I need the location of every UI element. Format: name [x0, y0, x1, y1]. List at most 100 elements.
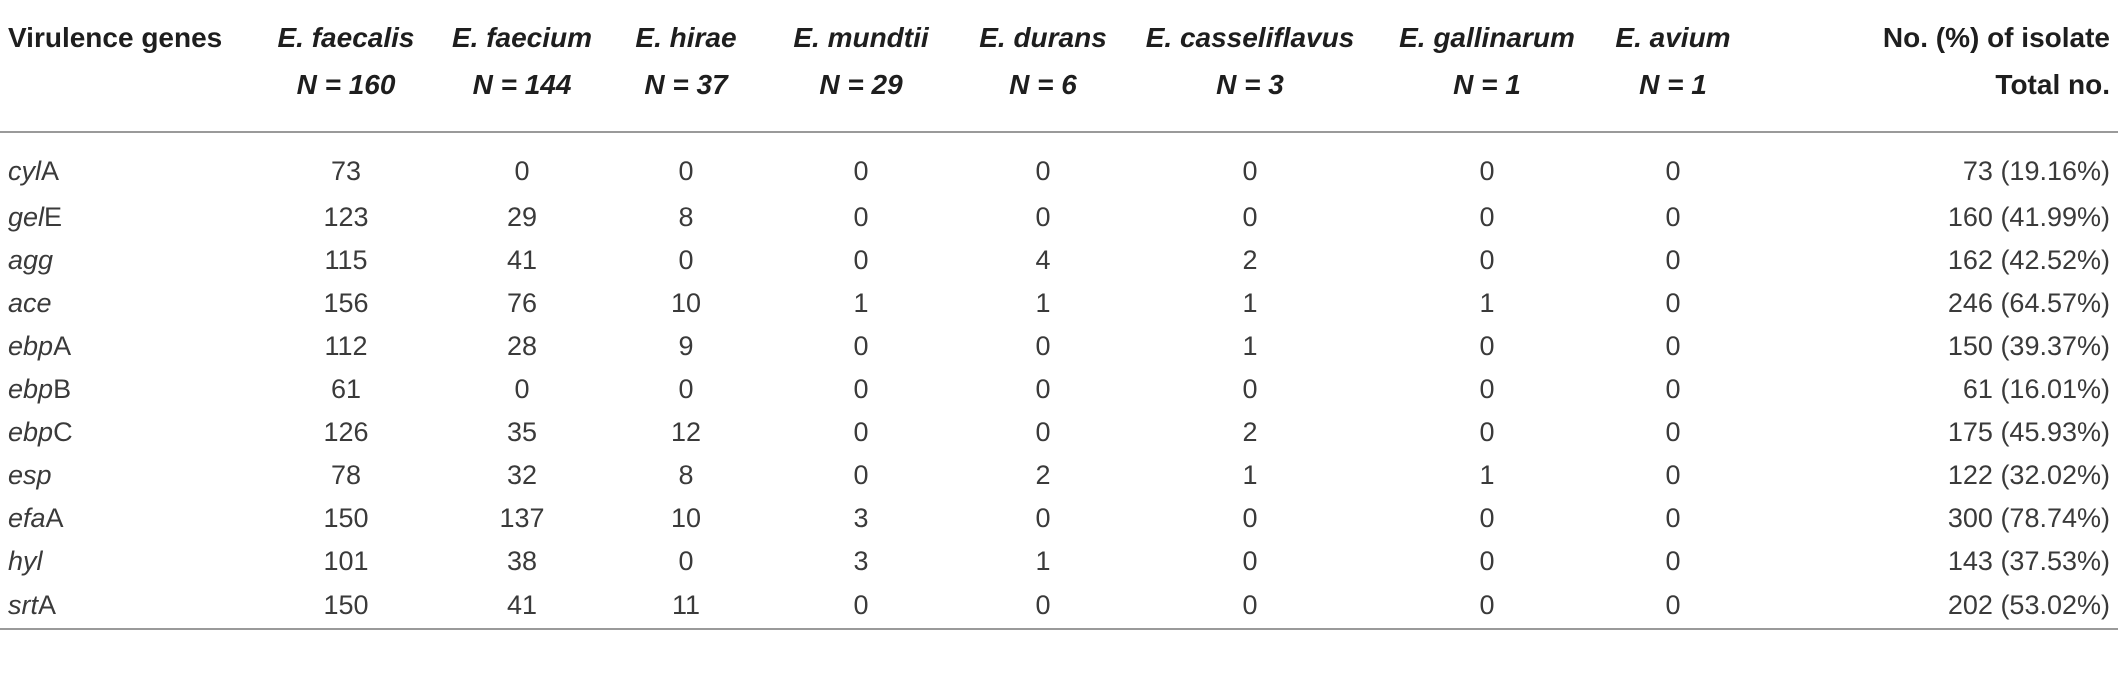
count-cell: 150 [260, 583, 432, 630]
count-cell: 38 [506, 546, 538, 576]
count-cell: 2 [1242, 417, 1258, 447]
count-cell: 0 [1665, 288, 1681, 318]
count-cell: 0 [1242, 546, 1258, 576]
header-cell: E. gallinarum [1399, 21, 1575, 53]
count-cell: 0 [853, 460, 869, 490]
count-cell: 0 [1035, 202, 1051, 232]
total-cell: 61 (16.01%) [1962, 374, 2110, 404]
count-cell: 0 [1242, 156, 1258, 186]
count-cell: 78 [330, 460, 362, 490]
gene-name-cell: srtA [0, 583, 260, 630]
table-row: ebpA 112 28 9 0 0 1 0 0 150 (39.37%) [0, 325, 2118, 368]
header-cell: E. faecium [451, 21, 593, 53]
count-cell: 2 [1035, 460, 1051, 490]
count-cell: 0 [1665, 156, 1681, 186]
count-cell: 0 [1035, 374, 1051, 404]
table-header: Virulence genes E. faecalis E. faecium E… [0, 8, 2118, 133]
count-cell: 0 [1479, 156, 1495, 186]
header-cell: E. casseliflavus [1145, 21, 1355, 53]
header-cell [0, 61, 260, 133]
count-cell: 0 [853, 417, 869, 447]
header-cell: Virulence genes [8, 21, 223, 53]
count-cell: 1 [1035, 288, 1051, 318]
count-cell: 0 [853, 156, 869, 186]
count-cell: 0 [1665, 503, 1681, 533]
count-cell: 0 [1479, 417, 1495, 447]
gene-name-italic: efa [8, 503, 46, 533]
count-cell: 123 [323, 202, 369, 232]
count-cell: 0 [962, 583, 1124, 630]
count-cell: 76 [506, 288, 538, 318]
count-cell: 0 [1665, 460, 1681, 490]
gene-name-suffix: A [38, 590, 57, 620]
header-cell: E. faecalis [277, 21, 415, 53]
count-cell: 0 [853, 202, 869, 232]
count-cell: 0 [514, 374, 530, 404]
table-row: ebpC 126 35 12 0 0 2 0 0 175 (45.93%) [0, 411, 2118, 454]
count-cell: 0 [1479, 546, 1495, 576]
header-cell: N = 37 [612, 61, 760, 133]
count-cell: 0 [1665, 202, 1681, 232]
count-cell: 41 [432, 583, 612, 630]
header-cell: No. (%) of isolate [1882, 21, 2110, 53]
count-cell: 0 [1124, 583, 1376, 630]
header-cell: N = 6 [962, 61, 1124, 133]
gene-name-italic: ace [8, 288, 52, 318]
gene-name-italic: hyl [8, 546, 43, 576]
count-cell: 0 [514, 156, 530, 186]
count-cell: 0 [853, 245, 869, 275]
count-cell: 115 [324, 245, 368, 275]
count-cell: 8 [678, 202, 694, 232]
header-cell: N = 144 [432, 61, 612, 133]
count-cell: 2 [1242, 245, 1258, 275]
count-cell: 0 [1479, 331, 1495, 361]
count-cell: 35 [506, 417, 538, 447]
count-cell: 1 [1242, 288, 1258, 318]
gene-name-suffix: C [53, 417, 73, 447]
count-cell: 0 [760, 583, 962, 630]
gene-name-italic: ebp [8, 417, 54, 447]
table-row: ace 156 76 10 1 1 1 1 0 246 (64.57%) [0, 282, 2118, 325]
count-cell: 137 [499, 503, 545, 533]
gene-name-suffix: A [41, 156, 60, 186]
count-cell: 8 [678, 460, 694, 490]
header-cell: E. mundtii [793, 21, 929, 53]
count-cell: 0 [853, 374, 869, 404]
count-cell: 1 [1242, 331, 1258, 361]
count-cell: 1 [1479, 288, 1495, 318]
count-cell: 0 [1242, 503, 1258, 533]
count-cell: 0 [1376, 583, 1598, 630]
gene-name-cell: ebpC [0, 411, 260, 454]
header-cell: N = 1 [1598, 61, 1748, 133]
count-cell: 1 [1479, 460, 1495, 490]
header-cell: E. hirae [635, 21, 737, 53]
header-cell: N = 1 [1376, 61, 1598, 133]
count-cell: 0 [1665, 546, 1681, 576]
gene-name-italic: cyl [8, 156, 41, 186]
table-row: cylA 73 0 0 0 0 0 0 0 73 (19.16%) [0, 132, 2118, 196]
count-cell: 156 [323, 288, 369, 318]
count-cell: 0 [1035, 331, 1051, 361]
table-row: agg 115 41 0 0 4 2 0 0 162 (42.52%) [0, 239, 2118, 282]
count-cell: 0 [1598, 583, 1748, 630]
gene-name-cell: efaA [0, 497, 260, 540]
count-cell: 0 [1035, 156, 1051, 186]
count-cell: 0 [678, 374, 694, 404]
count-cell: 9 [678, 331, 694, 361]
count-cell: 0 [1035, 503, 1051, 533]
count-cell: 0 [1665, 331, 1681, 361]
count-cell: 0 [1035, 417, 1051, 447]
gene-name-suffix: E [44, 202, 63, 232]
total-cell: 246 (64.57%) [1947, 288, 2110, 318]
gene-name-italic: agg [8, 245, 54, 275]
table-row: esp 78 32 8 0 2 1 1 0 122 (32.02%) [0, 454, 2118, 497]
count-cell: 101 [323, 546, 369, 576]
count-cell: 0 [678, 245, 694, 275]
count-cell: 0 [678, 546, 694, 576]
header-cell: E. durans [979, 21, 1107, 53]
count-cell: 10 [670, 288, 702, 318]
gene-name-italic: ebp [8, 331, 54, 361]
count-cell: 0 [1665, 245, 1681, 275]
table-row: gelE 123 29 8 0 0 0 0 0 160 (41.99%) [0, 196, 2118, 239]
